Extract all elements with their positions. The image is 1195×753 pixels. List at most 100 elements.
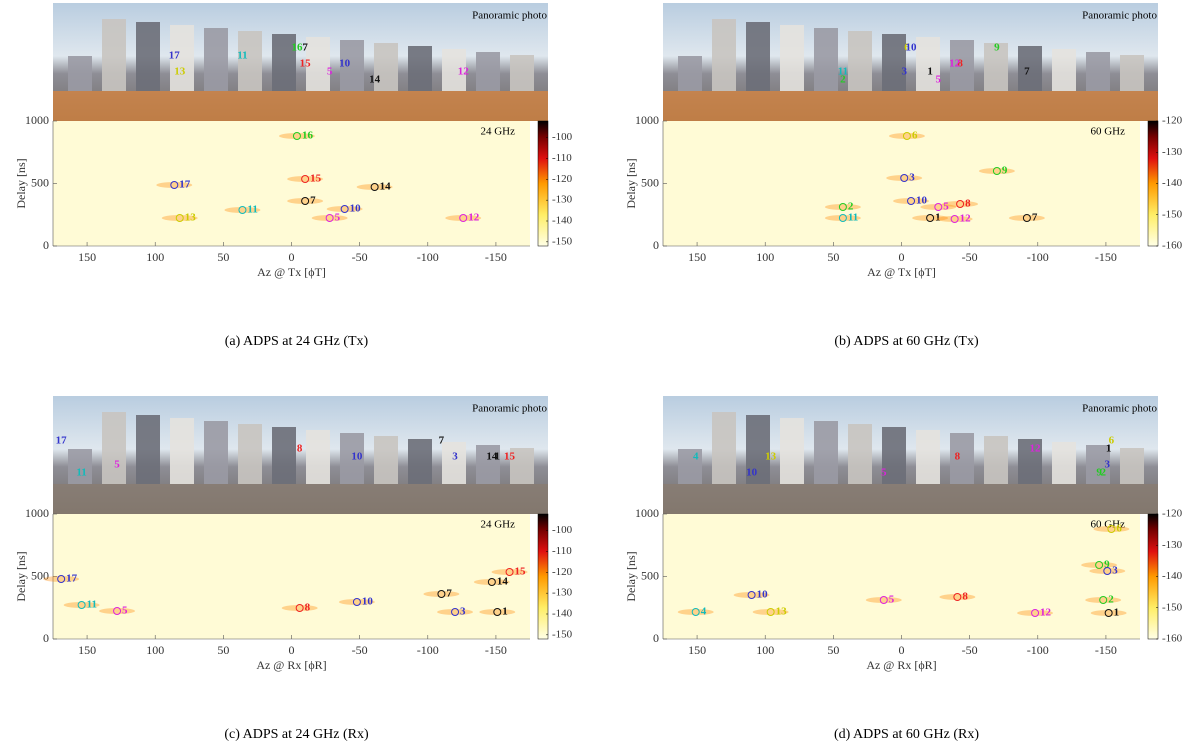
cluster-label: 15 [515, 566, 527, 578]
y-tick-label: 1000 [635, 113, 659, 127]
x-tick-label: 0 [289, 643, 295, 657]
photo-ground [53, 484, 548, 514]
y-tick-label: 1000 [25, 113, 49, 127]
photo-ground [53, 91, 548, 121]
x-tick-label: 150 [78, 250, 96, 264]
x-tick-label: 150 [688, 643, 706, 657]
photo-building [1052, 49, 1076, 91]
photo-building [204, 28, 228, 91]
colorbar-tick-label: -110 [552, 152, 572, 164]
x-tick-label: -100 [417, 643, 439, 657]
cluster-label: 13 [776, 606, 788, 618]
x-axis-label: Az @ Rx [ϕR] [866, 658, 936, 672]
y-tick-label: 500 [641, 175, 659, 189]
cluster-label: 10 [757, 589, 769, 601]
cluster-glow [920, 204, 956, 210]
photo-building [272, 427, 296, 484]
cluster-glow [678, 609, 714, 615]
cluster-label: 10 [350, 203, 362, 215]
colorbar-tick-label: -160 [1162, 240, 1183, 252]
photo-label: Panoramic photo [1082, 10, 1157, 22]
photo-cluster-label: 5 [936, 74, 942, 86]
photo-building [780, 25, 804, 91]
x-tick-label: -150 [485, 643, 507, 657]
photo-building [136, 415, 160, 484]
photo-building [238, 424, 262, 484]
photo-building [712, 412, 736, 484]
photo-building [848, 424, 872, 484]
photo-building [68, 56, 92, 91]
photo-cluster-label: 1 [927, 66, 933, 78]
y-tick-label: 0 [43, 238, 49, 252]
cluster-glow [99, 608, 135, 614]
cluster-glow [825, 204, 861, 210]
x-tick-label: -50 [962, 643, 978, 657]
y-axis-label: Delay [ns] [14, 551, 28, 601]
cluster-label: 5 [122, 605, 128, 617]
x-tick-label: 150 [78, 643, 96, 657]
photo-cluster-label: 8 [297, 443, 303, 455]
photo-cluster-label: 17 [56, 435, 68, 447]
colorbar-tick-label: -140 [1162, 177, 1183, 189]
x-axis-label: Az @ Rx [ϕR] [256, 658, 326, 672]
cluster-label: 12 [1040, 607, 1052, 619]
photo-building [306, 430, 330, 484]
cluster-glow [1085, 597, 1121, 603]
colorbar-tick-label: -120 [552, 173, 573, 185]
cluster-label: 7 [446, 588, 452, 600]
caption: (b) ADPS at 60 GHz (Tx) [834, 334, 979, 349]
photo-cluster-label: 10 [339, 58, 351, 70]
cluster-label: 1 [1114, 607, 1120, 619]
cluster-label: 11 [848, 212, 858, 224]
colorbar-tick-label: -120 [1162, 508, 1183, 520]
colorbar-tick-label: -110 [552, 545, 572, 557]
heatmap-background [53, 514, 530, 639]
cluster-label: 10 [362, 596, 374, 608]
y-tick-label: 0 [43, 631, 49, 645]
photo-cluster-label: 10 [351, 451, 363, 463]
x-tick-label: -100 [417, 250, 439, 264]
colorbar-tick-label: -130 [1162, 146, 1183, 158]
heatmap-background [663, 514, 1140, 639]
cluster-glow [1091, 610, 1127, 616]
photo-building [984, 436, 1008, 484]
x-tick-label: 150 [688, 250, 706, 264]
y-axis-label: Delay [ns] [624, 551, 638, 601]
photo-building [102, 412, 126, 484]
photo-building [814, 28, 838, 91]
photo-building [1018, 46, 1042, 91]
x-tick-label: 50 [217, 643, 229, 657]
photo-cluster-label: 5 [114, 459, 120, 471]
photo-label: Panoramic photo [472, 403, 547, 415]
cluster-glow [866, 597, 902, 603]
heatmap-background [663, 121, 1140, 246]
colorbar-tick-label: -100 [552, 131, 573, 143]
x-tick-label: 50 [827, 643, 839, 657]
colorbar-tick-label: -150 [552, 628, 573, 640]
colorbar-tick-label: -150 [1162, 208, 1183, 220]
colorbar-tick-label: -130 [1162, 539, 1183, 551]
cluster-glow [979, 168, 1015, 174]
cluster-label: 12 [960, 213, 972, 225]
cluster-label: 7 [310, 195, 316, 207]
caption: (d) ADPS at 60 GHz (Rx) [834, 727, 979, 742]
colorbar-tick-label: -130 [552, 587, 573, 599]
colorbar-tick-label: -150 [1162, 601, 1183, 613]
photo-cluster-label: 12 [1030, 443, 1042, 455]
cluster-label: 5 [943, 201, 949, 213]
cluster-label: 1 [502, 606, 508, 618]
y-tick-label: 500 [641, 568, 659, 582]
photo-cluster-label: 3 [901, 66, 907, 78]
cluster-label: 7 [1032, 212, 1038, 224]
photo-building [712, 19, 736, 91]
photo-cluster-label: 11 [838, 66, 848, 78]
photo-cluster-label: 1 [1106, 443, 1112, 455]
cluster-glow [479, 609, 515, 615]
cluster-label: 6 [1116, 523, 1122, 535]
cluster-label: 2 [1108, 594, 1114, 606]
photo-building [204, 421, 228, 484]
x-tick-label: -150 [1095, 250, 1117, 264]
photo-building [848, 31, 872, 91]
cluster-label: 16 [302, 130, 314, 142]
x-axis-label: Az @ Tx [ϕT] [257, 265, 326, 279]
